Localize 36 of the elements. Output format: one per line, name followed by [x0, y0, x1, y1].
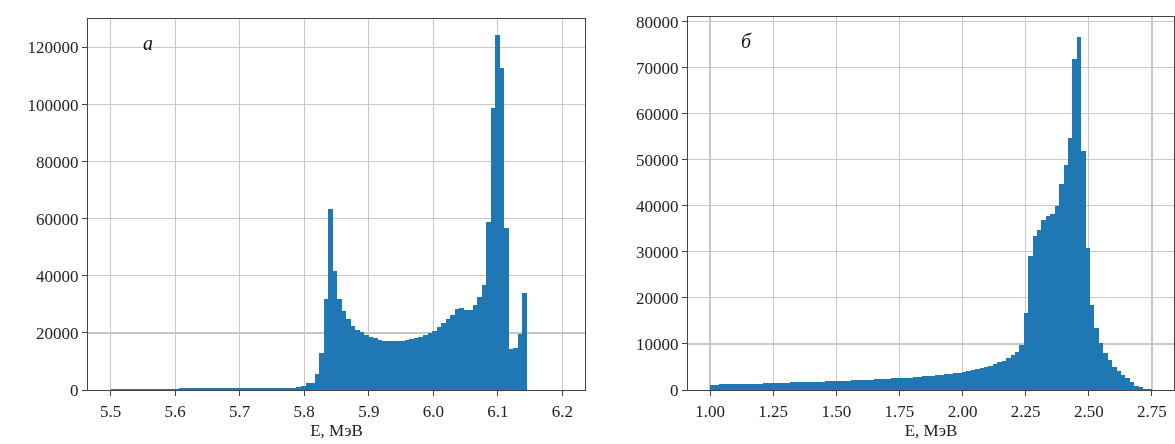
x-tick-label: 5.9: [358, 401, 380, 421]
y-tick-label: 10000: [635, 334, 679, 354]
x-tick-label: 5.6: [164, 401, 186, 421]
x-tick-label: 1.75: [884, 401, 915, 421]
y-tick-label: 80000: [35, 152, 79, 172]
y-tick-label: 70000: [635, 58, 679, 78]
y-tick-label: 60000: [35, 209, 79, 229]
y-tick-label: 120000: [27, 38, 79, 58]
x-tick-label: 6.1: [487, 401, 509, 421]
y-tick-label: 40000: [635, 196, 679, 216]
y-tick-label: 20000: [35, 323, 79, 343]
x-tick-label: 2.75: [1137, 401, 1167, 421]
x-tick-label: 1.25: [758, 401, 789, 421]
x-tick-label: 6.0: [422, 401, 444, 421]
y-tick-label: 20000: [635, 288, 679, 308]
y-tick-label: 60000: [635, 104, 679, 124]
x-tick-label: 1.00: [695, 401, 725, 421]
y-tick-label: 100000: [27, 95, 79, 115]
x-tick-label: 5.5: [99, 401, 122, 421]
x-tick-label: 5.8: [293, 401, 315, 421]
x-tick-label: 2.25: [1010, 401, 1041, 421]
x-axis-title: E, МэВ: [904, 420, 958, 440]
y-tick-label: 40000: [35, 266, 79, 286]
x-tick-label: 2.00: [947, 401, 978, 421]
x-tick-label: 6.2: [551, 401, 574, 421]
y-tick-label: 0: [69, 380, 79, 400]
x-axis-title: E, МэВ: [310, 420, 363, 440]
text: б: [741, 30, 752, 52]
text: а: [143, 32, 153, 54]
x-tick-label: 1.50: [821, 401, 852, 421]
y-tick-label: 30000: [635, 242, 679, 262]
x-tick-label: 2.50: [1073, 401, 1104, 421]
x-tick-label: 5.7: [229, 401, 251, 421]
y-tick-label: 0: [669, 380, 679, 400]
y-tick-label: 80000: [635, 12, 679, 32]
y-tick-label: 50000: [635, 150, 679, 170]
